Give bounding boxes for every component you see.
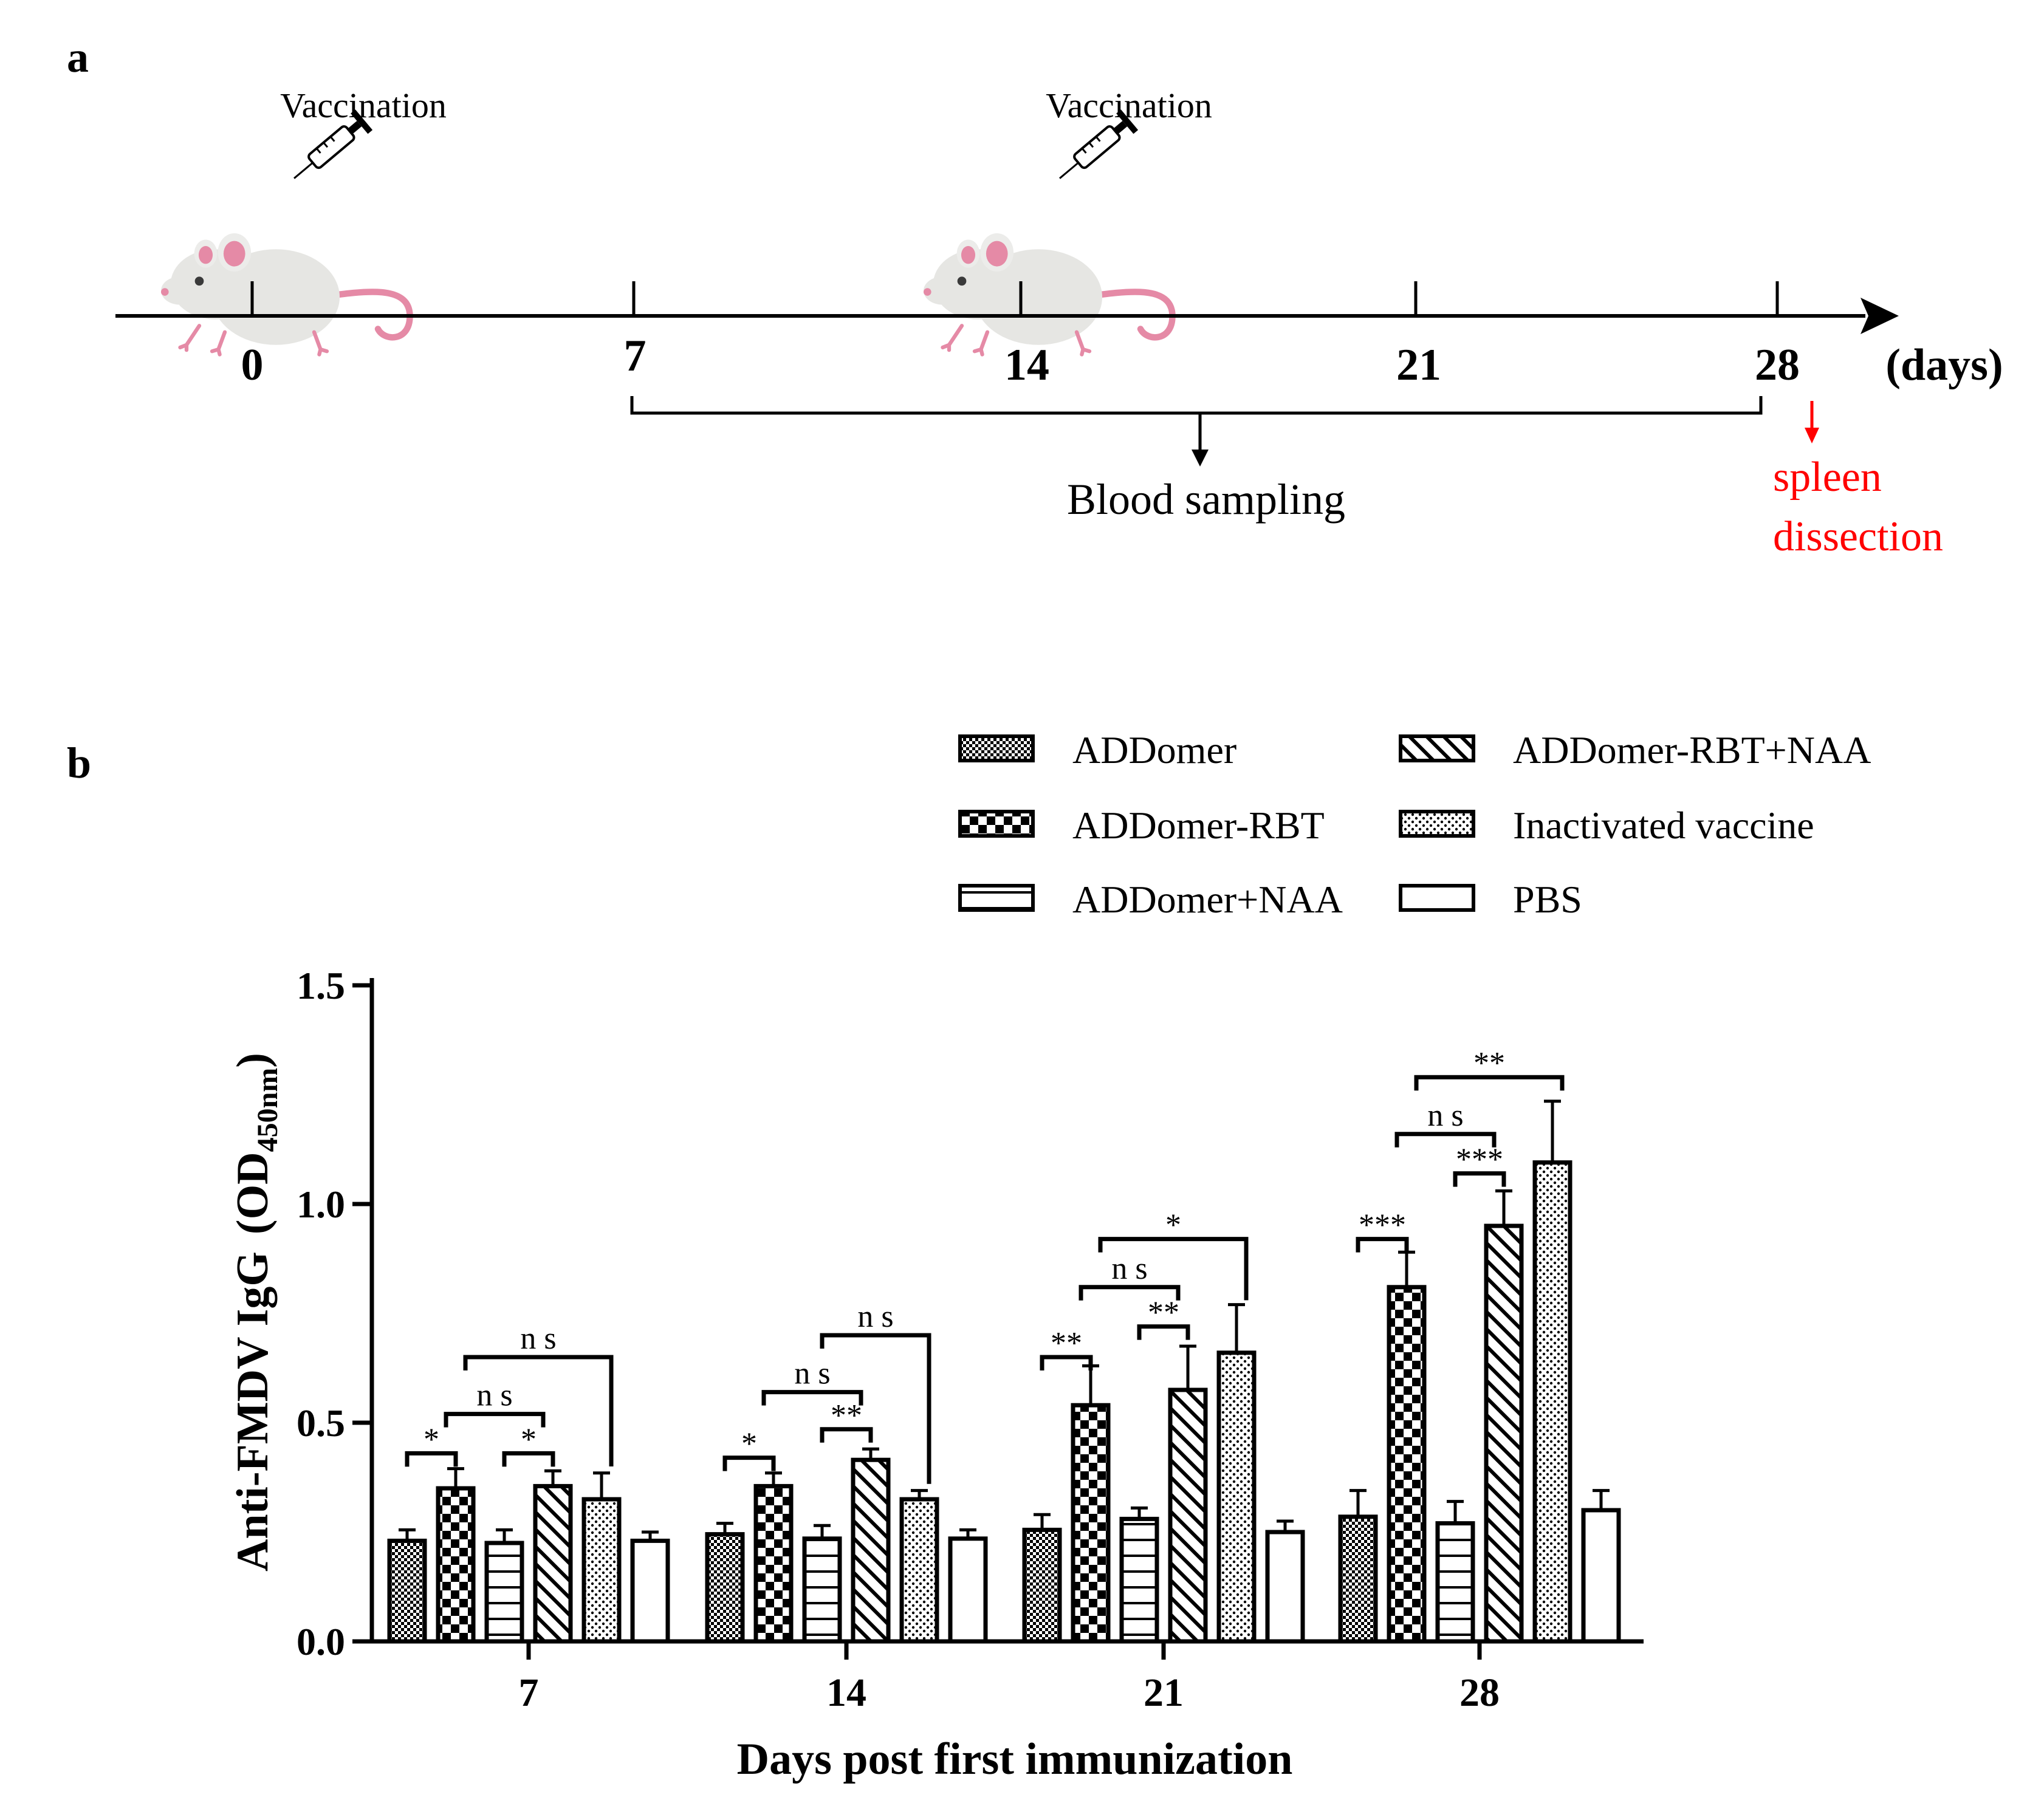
significance-label: ** [1473,1046,1505,1081]
significance-label: n s [857,1299,893,1334]
y-tick-label: 0.5 [297,1401,345,1445]
legend-label-addomer-rbt-naa: ADDomer-RBT+NAA [1513,728,1871,771]
panel-a-letter: a [67,33,89,81]
y-axis-label: Anti-FMDV IgG(OD450nm) [228,1053,284,1572]
blood-sampling-label: Blood sampling [1067,475,1345,524]
bar [1216,1350,1257,1644]
significance-bracket [1137,1324,1190,1340]
bar [533,1483,573,1644]
blood-sampling-arrowhead [1192,450,1209,467]
significance-label: * [1165,1208,1181,1243]
significance-bracket [444,1412,546,1428]
timeline-tick-28: 28 [1755,340,1800,390]
timeline-tick-21: 21 [1396,340,1441,390]
significance-bracket [820,1333,931,1484]
legend-label-pbs: PBS [1513,878,1582,921]
significance-bracket [761,1390,863,1406]
significance-label: n s [1427,1098,1463,1133]
bar [1265,1530,1305,1644]
significance-label: n s [520,1321,556,1356]
bar [1022,1527,1062,1644]
legend-label-addomer: ADDomer [1072,728,1236,771]
bar [1435,1521,1475,1644]
mouse-day14-illustration [924,233,1173,355]
bar [802,1536,842,1644]
bar [851,1457,891,1644]
significance-bracket [463,1355,614,1466]
significance-label: ** [831,1398,862,1433]
significance-label: ** [1148,1296,1179,1330]
x-axis-label: Days post first immunization [737,1734,1293,1784]
spleen-label-line2: dissection [1773,513,1943,560]
y-tick-label: 1.5 [297,964,345,1007]
significance-label: n s [1111,1251,1147,1286]
significance-label: *** [1359,1208,1406,1243]
timeline-tick-0: 0 [241,340,264,390]
x-tick-label: 7 [519,1671,539,1715]
legend-label-inactivated-vaccine: Inactivated vaccine [1513,804,1814,847]
significance-label: *** [1456,1143,1503,1177]
spleen-arrowhead [1805,428,1819,443]
bar [1387,1285,1427,1644]
bar [899,1497,939,1644]
panel-b-letter: b [67,739,91,787]
legend-label-addomer-naa: ADDomer+NAA [1072,878,1343,921]
significance-bracket [1040,1355,1093,1370]
bar [948,1536,988,1644]
x-tick-label: 21 [1144,1671,1184,1715]
timeline-unit-label: (days) [1885,340,2003,390]
bar [753,1483,794,1644]
significance-label: n s [476,1378,512,1413]
legend-swatch-addomer-rbt-naa [1399,734,1475,762]
blood-sampling-bracket [630,396,1763,415]
significance-label: * [741,1427,757,1462]
significance-bracket [820,1427,873,1443]
timeline-tick-7: 7 [624,331,646,381]
legend-swatch-addomer-naa [958,884,1035,912]
significance-bracket [1356,1237,1409,1253]
mouse-day0-illustration [161,233,410,355]
significance-label: n s [794,1356,830,1391]
bar [581,1497,622,1644]
bar [630,1538,670,1644]
bar [1581,1508,1621,1644]
y-tick-label: 1.0 [297,1183,345,1226]
vaccination-label-day0: Vaccination [280,86,447,125]
legend-swatch-addomer [958,734,1035,762]
bar [484,1541,524,1644]
timeline-tick-14: 14 [1004,340,1049,390]
x-tick-label: 28 [1459,1671,1500,1715]
bar [1071,1403,1111,1644]
bar [1484,1223,1524,1644]
significance-bracket [1098,1237,1249,1301]
bar [1168,1387,1208,1644]
significance-bracket [1394,1132,1497,1148]
legend-label-addomer-rbt: ADDomer-RBT [1072,804,1325,847]
significance-label: ** [1051,1326,1082,1361]
legend-swatch-pbs [1399,884,1475,912]
bar [1532,1160,1572,1644]
significance-bracket [1414,1075,1565,1091]
legend-swatch-addomer-rbt [958,810,1035,838]
significance-label: * [424,1422,439,1457]
bar [1119,1516,1159,1644]
significance-label: * [521,1422,537,1457]
significance-bracket [1453,1171,1506,1187]
spleen-label-line1: spleen [1773,454,1882,501]
legend-swatch-inactivated-vaccine [1399,810,1475,838]
y-tick-label: 0.0 [297,1620,345,1663]
significance-bracket [502,1451,555,1467]
significance-bracket [405,1451,458,1467]
significance-bracket [722,1456,776,1471]
significance-bracket [1079,1285,1181,1301]
bar [387,1538,427,1644]
bar [1338,1514,1378,1644]
bar [436,1486,476,1644]
x-tick-label: 14 [826,1671,866,1715]
bar [705,1532,745,1644]
legend: ADDomer ADDomer-RBT ADDomer+NAA ADDomer-… [958,728,1871,921]
vaccination-label-day14: Vaccination [1046,86,1212,125]
timeline-arrowhead [1861,298,1899,334]
